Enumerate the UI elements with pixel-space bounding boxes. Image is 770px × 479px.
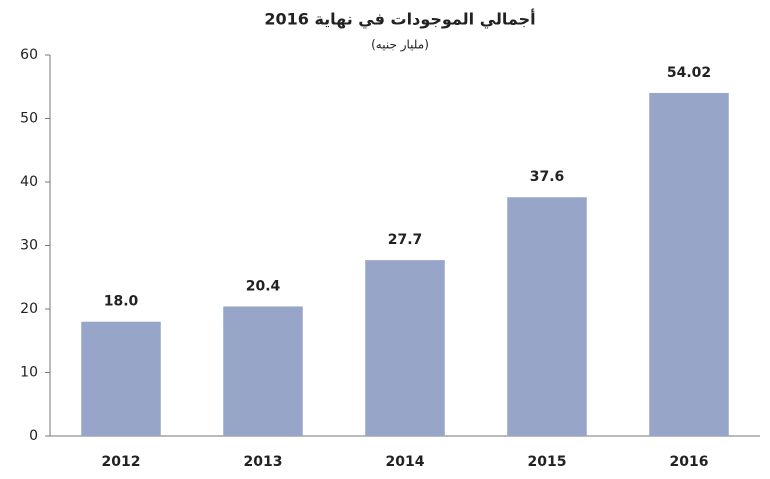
chart-subtitle: (مليار جنيه) [371,38,429,53]
x-tick-label: 2014 [386,454,425,470]
bar [81,321,161,436]
value-label: 54.02 [667,65,711,81]
value-label: 18.0 [104,294,139,310]
x-tick-label: 2015 [528,454,567,470]
x-tick-label: 2016 [670,454,709,470]
x-tick-label: 2013 [244,454,283,470]
value-label: 27.7 [388,232,423,248]
y-tick-label: 10 [20,365,38,381]
bar [223,306,303,436]
chart-title: أجمالي الموجودات في نهاية 2016 [264,9,535,30]
bar [649,92,729,437]
y-tick-label: 50 [20,111,38,127]
value-label: 20.4 [246,278,281,294]
bar [365,260,445,436]
bar [507,197,587,436]
y-tick-label: 60 [20,47,38,63]
y-tick-label: 0 [29,428,38,444]
y-tick-label: 40 [20,174,38,190]
value-label: 37.6 [530,169,565,185]
y-tick-label: 30 [20,238,38,254]
y-tick-label: 20 [20,301,38,317]
x-tick-label: 2012 [102,454,141,470]
